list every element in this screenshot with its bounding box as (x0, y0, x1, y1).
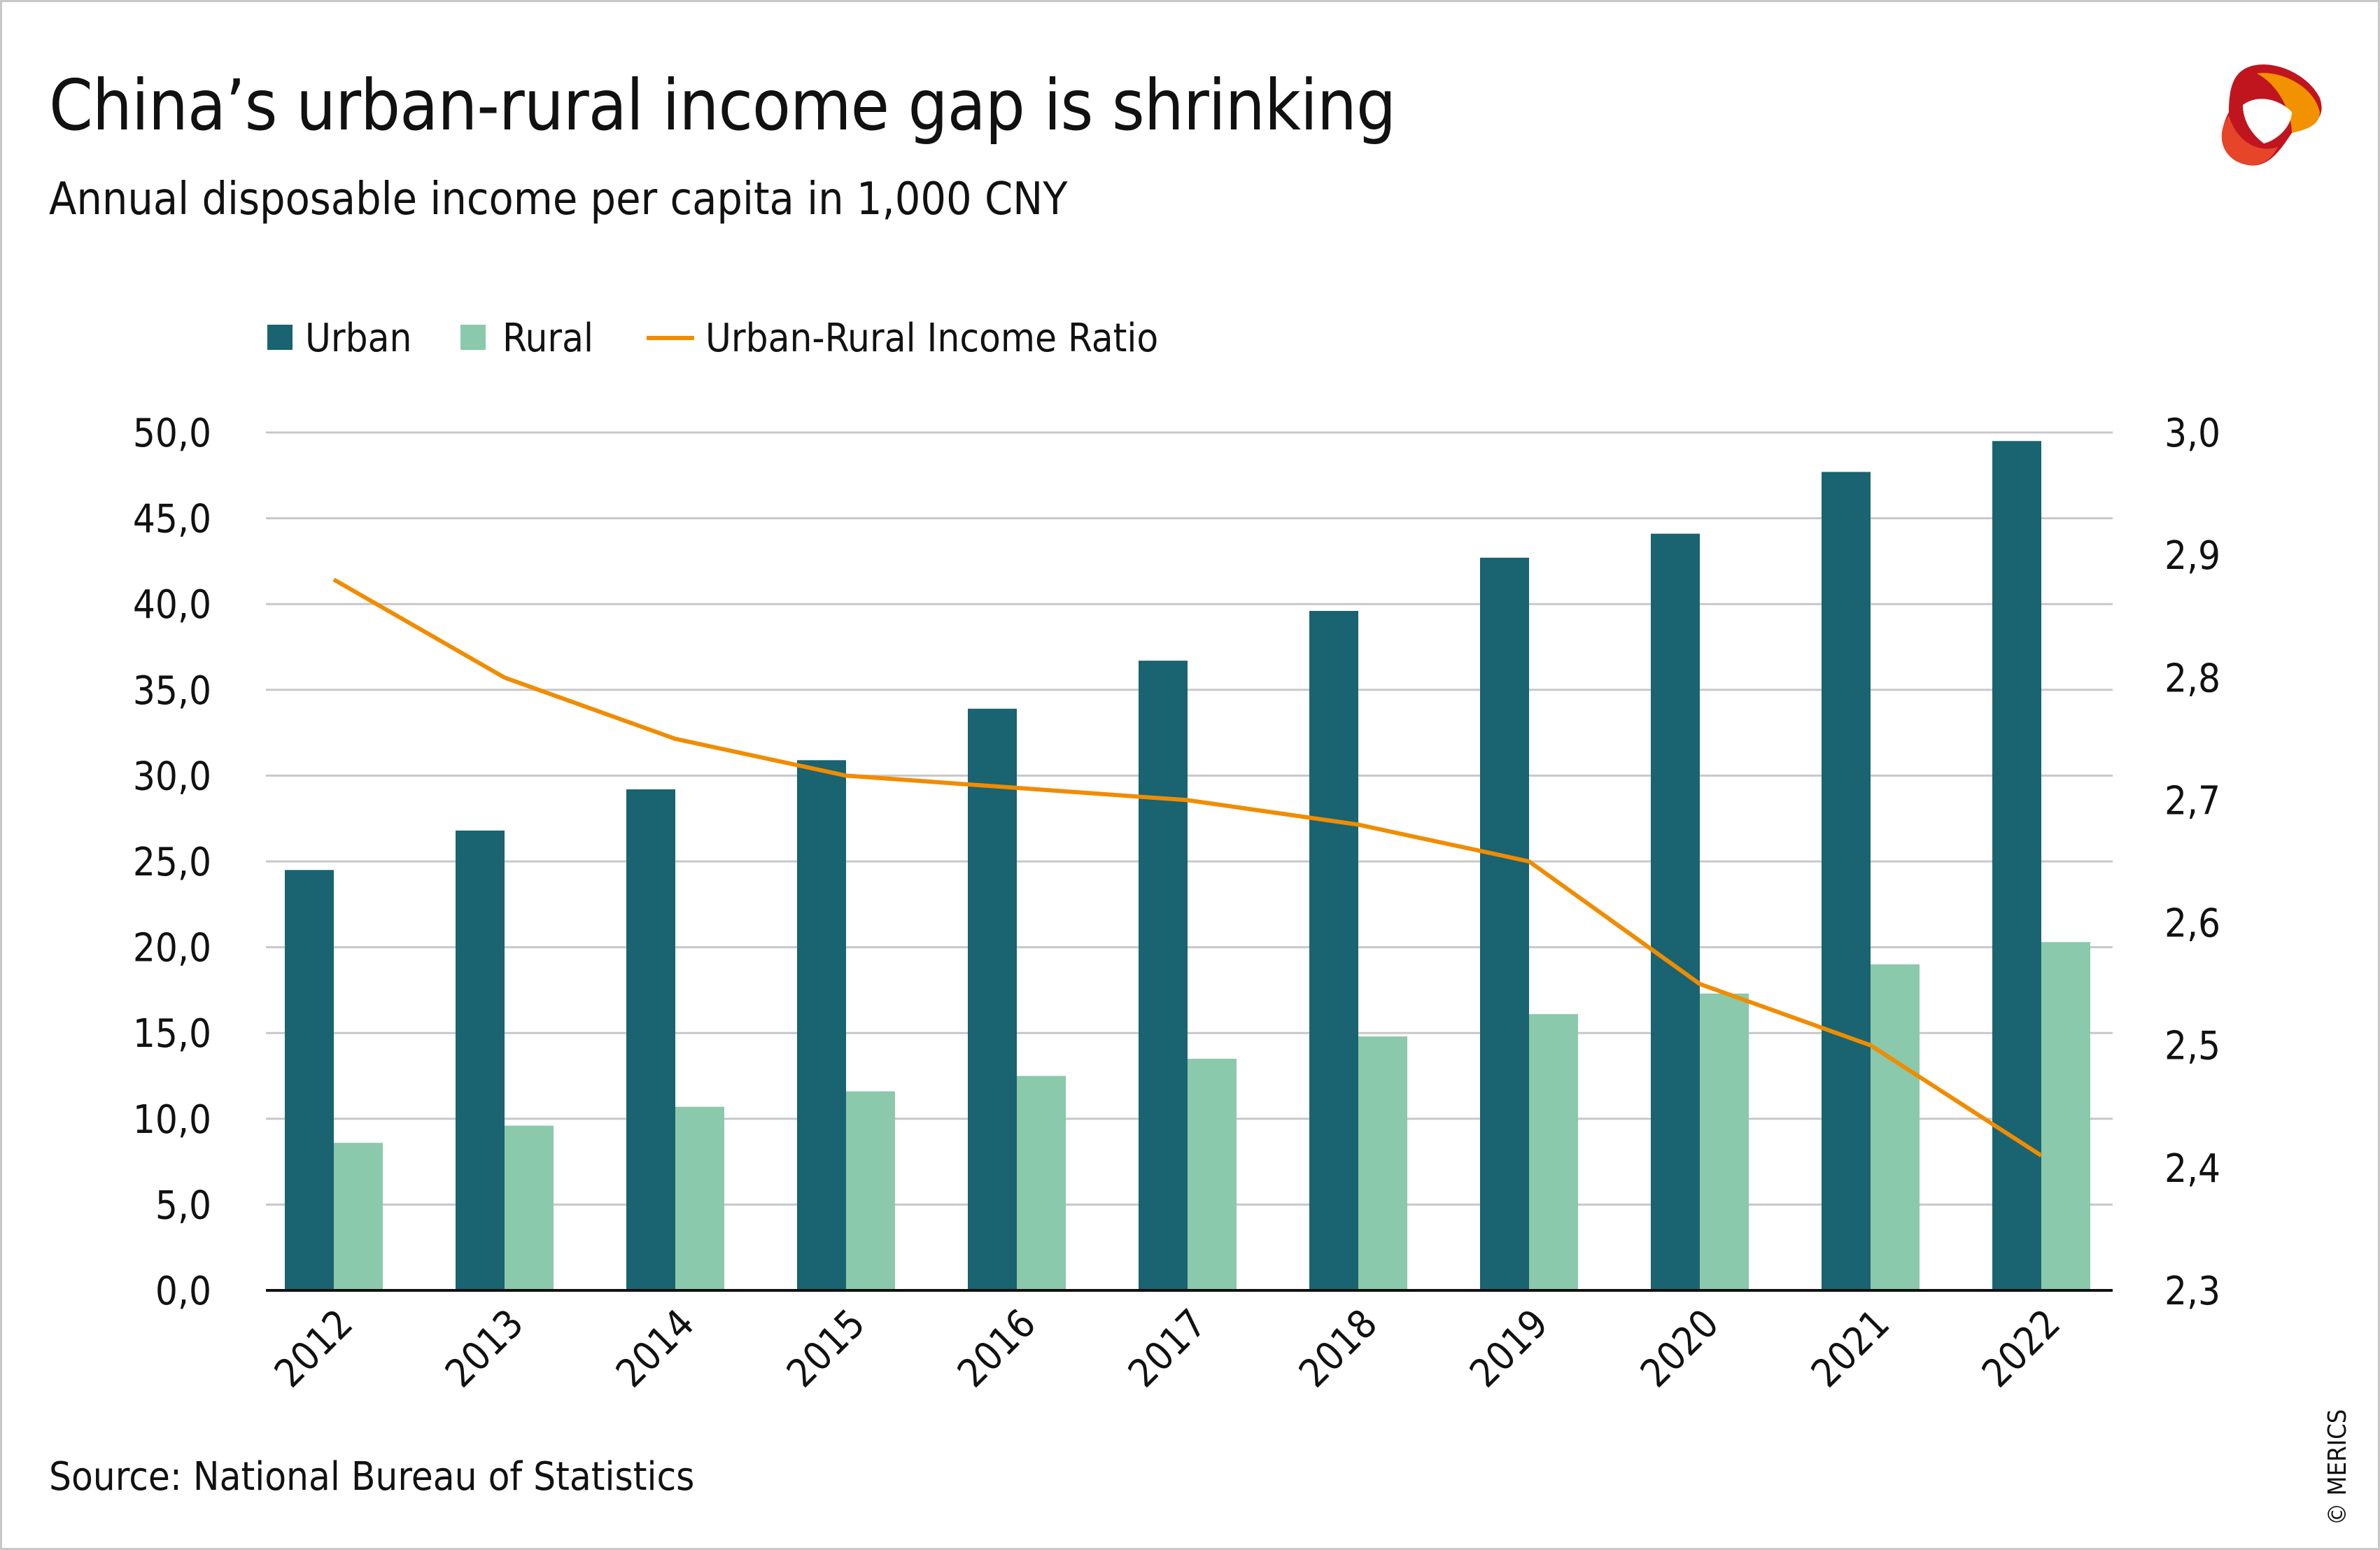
y2-tick-label: 2,3 (2164, 1269, 2220, 1314)
y-tick-label: 10,0 (133, 1097, 211, 1143)
y-tick-label: 40,0 (133, 582, 211, 628)
bar-urban-2017 (1139, 661, 1188, 1290)
bar-urban-2019 (1480, 557, 1529, 1290)
x-tick-label: 2013 (437, 1301, 533, 1397)
legend-label-rural: Rural (502, 316, 593, 361)
x-tick-label: 2022 (1973, 1301, 2069, 1397)
legend-swatch-rural (460, 325, 486, 350)
bar-rural-2022 (2041, 942, 2090, 1290)
bar-urban-2021 (1822, 472, 1871, 1290)
bar-rural-2020 (1700, 993, 1749, 1290)
x-tick-label: 2016 (949, 1301, 1045, 1397)
bar-rural-2016 (1017, 1076, 1066, 1290)
y2-tick-label: 2,8 (2164, 656, 2220, 701)
source-note: Source: National Bureau of Statistics (49, 1454, 695, 1500)
y2-tick-label: 2,6 (2164, 901, 2220, 947)
y-tick-label: 35,0 (133, 668, 211, 714)
bar-rural-2019 (1529, 1014, 1578, 1290)
legend-label-urban: Urban (305, 316, 411, 361)
y2-tick-label: 2,7 (2164, 778, 2220, 824)
bar-rural-2015 (846, 1091, 895, 1290)
bar-urban-2018 (1309, 611, 1358, 1290)
bar-rural-2012 (334, 1143, 383, 1290)
bar-urban-2012 (285, 870, 334, 1290)
y2-tick-label: 2,9 (2164, 533, 2220, 579)
bar-rural-2014 (675, 1106, 724, 1290)
bar-urban-2016 (968, 708, 1017, 1290)
y-tick-label: 50,0 (133, 411, 211, 456)
x-tick-label: 2015 (778, 1301, 874, 1397)
bar-rural-2017 (1188, 1058, 1237, 1290)
bar-rural-2021 (1871, 964, 1920, 1290)
x-tick-label: 2012 (266, 1301, 362, 1397)
chart-subtitle: Annual disposable income per capita in 1… (49, 174, 1068, 225)
x-tick-label: 2020 (1632, 1301, 1728, 1397)
y2-tick-label: 3,0 (2164, 411, 2220, 456)
bar-rural-2018 (1358, 1036, 1407, 1290)
x-tick-label: 2018 (1290, 1301, 1386, 1397)
y-tick-label: 5,0 (155, 1183, 211, 1228)
y-tick-label: 25,0 (133, 840, 211, 885)
bar-urban-2015 (797, 760, 846, 1290)
bar-urban-2014 (626, 789, 675, 1290)
legend-swatch-urban (267, 325, 293, 350)
legend: Urban Rural Urban-Rural Income Ratio (267, 316, 1158, 361)
y-tick-label: 20,0 (133, 926, 211, 971)
y-tick-label: 0,0 (155, 1269, 211, 1314)
bar-rural-2013 (505, 1125, 554, 1290)
y-tick-label: 45,0 (133, 497, 211, 542)
x-tick-label: 2017 (1120, 1301, 1216, 1397)
merics-logo (2221, 64, 2322, 166)
legend-label-ratio: Urban-Rural Income Ratio (705, 316, 1158, 361)
x-tick-label: 2021 (1803, 1301, 1899, 1397)
y2-tick-label: 2,4 (2164, 1146, 2220, 1192)
bar-urban-2020 (1651, 533, 1700, 1291)
x-tick-label: 2019 (1461, 1301, 1557, 1397)
x-tick-label: 2014 (607, 1301, 703, 1397)
copyright: © MERICS (2323, 1409, 2352, 1526)
bar-urban-2013 (456, 830, 505, 1290)
y-tick-label: 30,0 (133, 754, 211, 799)
chart-title: China’s urban-rural income gap is shrink… (49, 64, 1396, 146)
y2-tick-label: 2,5 (2164, 1024, 2220, 1069)
y-tick-label: 15,0 (133, 1011, 211, 1057)
bar-urban-2022 (1992, 441, 2041, 1290)
